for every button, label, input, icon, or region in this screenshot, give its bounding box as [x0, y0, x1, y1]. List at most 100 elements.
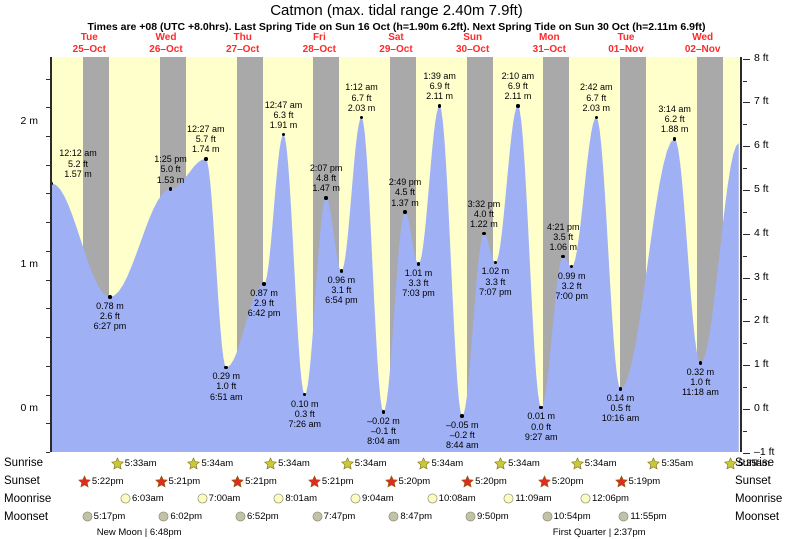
astro-moonrise-cell: 7:00am: [197, 493, 240, 504]
day-header-dow: Wed: [692, 32, 714, 43]
tide-time: 1:25 pm: [154, 154, 187, 165]
tide-height-m: 1.53 m: [156, 174, 185, 185]
tide-point-dot: [51, 181, 54, 186]
astro-moonset-cell: 6:02pm: [158, 511, 202, 522]
day-header-dow: Thu: [233, 32, 252, 43]
astro-moonrise-time: 12:06pm: [592, 493, 629, 504]
left-axis-tick: [46, 107, 50, 109]
day-header-date: 01–Nov: [608, 43, 644, 55]
tide-time: 1:39 am: [423, 70, 456, 81]
tide-height-ft: 2.9 ft: [254, 298, 275, 309]
tide-point-label-low: –0.05 m –0.2 ft 8:44 am: [435, 420, 489, 451]
moonset-circle-icon: [312, 511, 323, 522]
tide-point-label-low: 0.14 m 0.5 ft 10:16 am: [593, 393, 647, 424]
tide-point-dot: [698, 361, 703, 365]
left-axis-tick: [46, 136, 50, 137]
tide-point-label-low: 1.01 m 3.3 ft 7:03 pm: [392, 268, 446, 299]
right-axis-tick: [743, 80, 747, 82]
astro-moonset-cell: 7:47pm: [312, 511, 356, 522]
astro-moonset-cell: 9:50pm: [465, 511, 509, 522]
tide-height-ft: 3.5 ft: [553, 231, 574, 242]
tide-height-ft: 2.6 ft: [99, 311, 120, 322]
astro-sunset-time: 5:19pm: [628, 476, 661, 487]
astro-moonrise-cell: 6:03am: [120, 493, 164, 504]
astro-moonrise-cell: 10:08am: [427, 493, 476, 504]
astro-sunset-cell: 5:21pm: [231, 475, 277, 488]
tide-time: 3:32 pm: [467, 198, 501, 209]
day-header-dow: Wed: [155, 32, 177, 43]
day-header-date: 25–Oct: [72, 43, 106, 55]
astro-sunset-time: 5:21pm: [168, 476, 201, 487]
right-axis-tick: [743, 343, 747, 345]
moonset-circle-icon: [82, 511, 93, 522]
tide-height-ft: 3.2 ft: [561, 280, 582, 291]
tide-chart-plot: 12:12 am 5.2 ft 1.57 m 0.78 m 2.6 ft 6:27 pm 1…: [51, 57, 741, 452]
right-axis-tick: [743, 124, 747, 126]
left-axis-tick: [46, 222, 50, 224]
astro-sunrise-time: 5:34am: [508, 458, 540, 469]
tide-time: 12:27 am: [187, 123, 225, 134]
moonset-circle-icon: [158, 511, 169, 522]
moonset-circle-icon: [235, 511, 246, 522]
tide-height-m: 1.01 m: [404, 267, 433, 278]
sunset-star-icon: [231, 475, 245, 488]
astro-moonset-cell: 6:52pm: [235, 511, 279, 522]
tide-height-ft: 6.3 ft: [273, 109, 294, 120]
tide-time: 10:16 am: [601, 413, 640, 424]
tide-point-dot: [339, 269, 344, 273]
tide-height-m: 1.22 m: [470, 219, 498, 230]
moon-phase-label: New Moon | 6:48pm: [96, 527, 182, 538]
tide-point-label-high: 1:25 pm 5.0 ft 1.53 m: [144, 154, 198, 185]
left-axis-tick: [46, 337, 50, 339]
astro-sunset-time: 5:21pm: [245, 476, 277, 487]
right-axis-label: 2 ft: [754, 314, 769, 327]
left-axis-tick: [46, 308, 50, 310]
right-axis-tick: [743, 190, 750, 191]
astro-sunset-cell: 5:22pm: [77, 475, 124, 488]
tide-point-label-low: 0.01 m 0.0 ft 9:27 am: [514, 411, 568, 442]
astro-moonset-cell: 11:55pm: [618, 511, 667, 522]
day-header-dow: Tue: [80, 32, 98, 43]
left-axis-tick: [46, 193, 50, 195]
tide-point-label-low: 0.10 m 0.3 ft 7:26 am: [278, 399, 332, 430]
tide-point-label-high: 12:12 am 5.2 ft 1.57 m: [51, 148, 105, 179]
tide-point-dot: [561, 254, 565, 259]
astro-sunrise-time: 5:35am: [738, 458, 770, 469]
tide-time: 7:03 pm: [402, 288, 435, 299]
tide-time: 1:12 am: [345, 82, 378, 93]
astro-sunrise-cell: 5:33am: [110, 457, 156, 470]
sunset-star-icon: [461, 475, 475, 488]
sunrise-star-icon: [110, 457, 124, 470]
right-axis-tick: [743, 299, 747, 301]
astro-moonset-time: 10:54pm: [553, 511, 591, 522]
tide-point-label-low: 0.87 m 2.9 ft 6:42 pm: [237, 288, 291, 319]
tide-height-ft: 0.3 ft: [294, 408, 315, 419]
astro-sunrise-time: 5:34am: [278, 458, 310, 469]
left-axis-label: 2 m: [20, 114, 38, 127]
tide-point-dot: [108, 295, 112, 299]
tide-height-ft: 0.0 ft: [531, 421, 552, 432]
tide-height-m: 1.91 m: [269, 119, 298, 130]
sunset-star-icon: [307, 475, 321, 488]
tide-point-dot: [302, 392, 307, 397]
sunrise-star-icon: [494, 457, 508, 470]
astro-sunset-cell: 5:19pm: [614, 475, 661, 488]
tide-time: 12:12 am: [59, 148, 97, 159]
moonrise-circle-icon: [427, 493, 438, 504]
tide-point-label-low: 0.99 m 3.2 ft 7:00 pm: [545, 271, 599, 302]
tide-time: 2:10 am: [501, 70, 535, 81]
astro-sunrise-cell: 5:35am: [647, 457, 693, 470]
right-axis-tick: [743, 146, 750, 148]
tide-height-m: 0.87 m: [250, 287, 278, 298]
right-axis-tick: [743, 277, 750, 279]
day-header-tue-7: Tue 01–Nov: [588, 32, 665, 55]
astro-sunrise-cell: 5:35am: [724, 457, 770, 470]
day-header-date: 02–Nov: [684, 43, 721, 55]
day-header-dow: Sun: [463, 32, 483, 43]
tide-time: 12:47 am: [264, 99, 303, 110]
astro-moonset-time: 7:47pm: [323, 511, 356, 522]
astro-sunrise-time: 5:35am: [661, 458, 694, 469]
sunset-star-icon: [77, 475, 91, 488]
day-header-dow: Mon: [539, 32, 560, 43]
right-axis-label: 6 ft: [754, 139, 769, 152]
